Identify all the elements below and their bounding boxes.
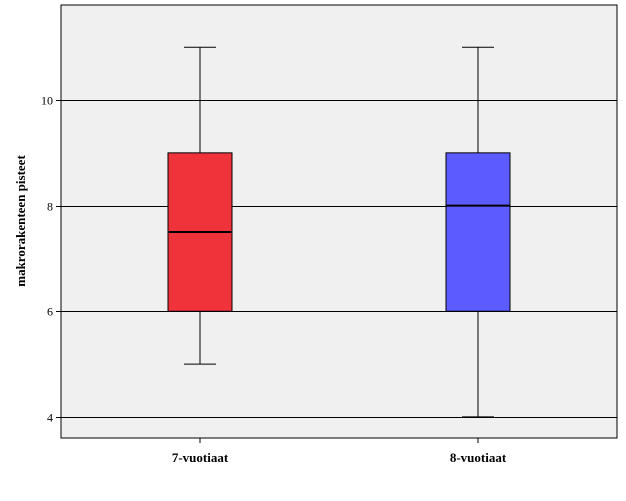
iqr-box: [445, 152, 511, 312]
box-7-vuotiaat: [167, 46, 233, 365]
plot-area: [60, 4, 618, 439]
box-8-vuotiaat: [445, 46, 511, 418]
y-tick-label: 4: [47, 411, 53, 425]
gridlines: [61, 100, 617, 418]
x-category-label: 7-vuotiaat: [172, 450, 229, 465]
x-axis-categories: 7-vuotiaat 8-vuotiaat: [172, 438, 507, 465]
y-axis-title: makrorakenteen pisteet: [13, 155, 28, 287]
x-category-label: 8-vuotiaat: [450, 450, 507, 465]
y-axis-ticks: 4 6 8 10: [41, 94, 61, 425]
y-tick-label: 10: [41, 94, 53, 108]
boxes: [167, 46, 511, 418]
y-tick-label: 8: [47, 200, 53, 214]
y-tick-label: 6: [47, 305, 53, 319]
